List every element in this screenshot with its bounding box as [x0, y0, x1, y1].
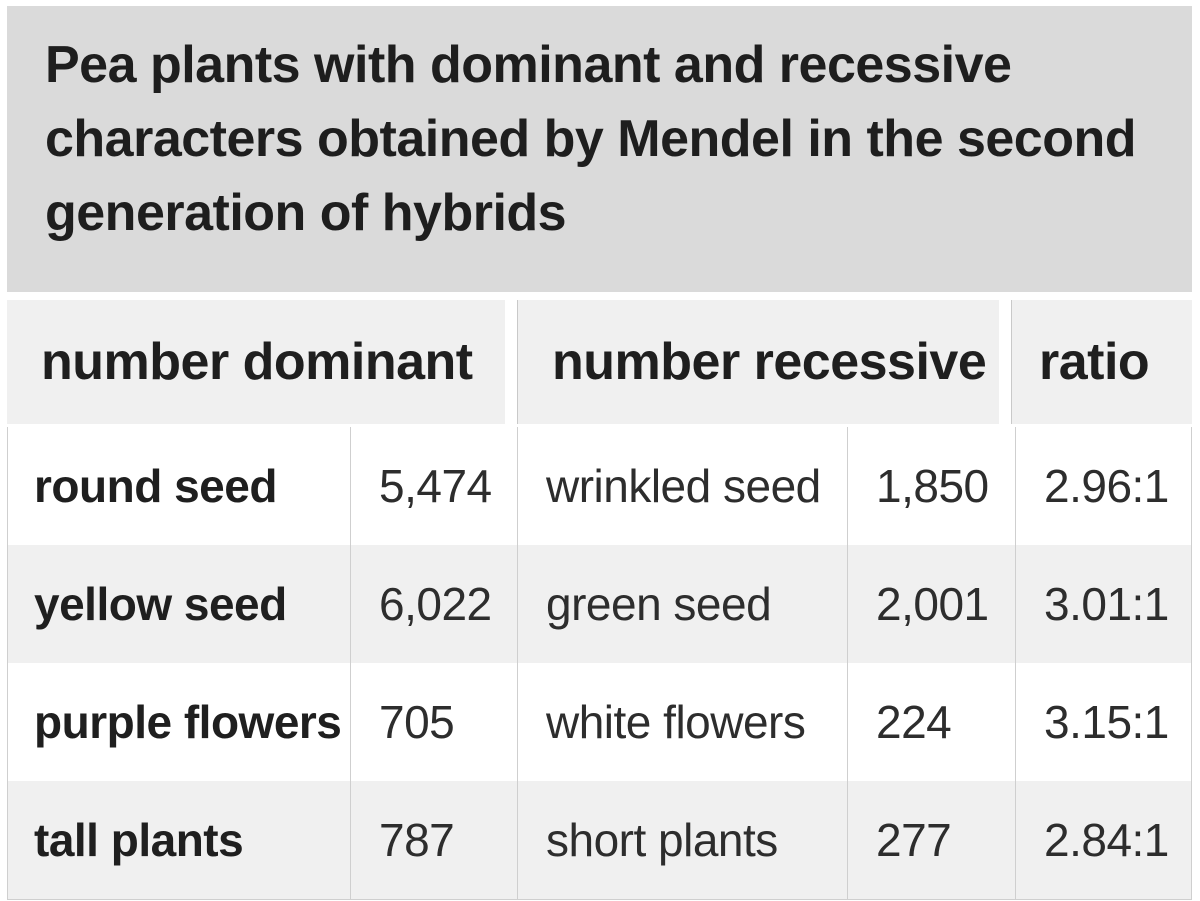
table-title-panel: Pea plants with dominant and recessive c…: [7, 6, 1192, 292]
cell-dominant-trait: purple flowers: [34, 696, 342, 748]
cell-recessive-trait: short plants: [517, 781, 847, 899]
header-number-dominant: number dominant: [7, 300, 505, 424]
table-header-row: number dominant number recessive ratio: [7, 300, 1192, 424]
table-row: tall plants 787 short plants 277 2.84:1: [8, 781, 1191, 899]
cell-dominant-count: 6,022: [350, 545, 517, 663]
cell-dominant-count: 5,474: [350, 427, 517, 545]
table-row: purple flowers 705 white flowers 224 3.1…: [8, 663, 1191, 781]
cell-ratio: 2.84:1: [1015, 781, 1191, 899]
header-number-recessive: number recessive: [517, 300, 999, 424]
cell-dominant-trait: round seed: [34, 460, 277, 512]
table-row: round seed 5,474 wrinkled seed 1,850 2.9…: [8, 427, 1191, 545]
cell-dominant-trait: tall plants: [34, 814, 244, 866]
cell-dominant-trait: yellow seed: [34, 578, 287, 630]
header-ratio: ratio: [1011, 300, 1192, 424]
table-title: Pea plants with dominant and recessive c…: [45, 36, 1137, 242]
cell-recessive-trait: white flowers: [517, 663, 847, 781]
cell-ratio: 3.01:1: [1015, 545, 1191, 663]
cell-recessive-count: 1,850: [847, 427, 1015, 545]
cell-dominant-count: 705: [350, 663, 517, 781]
table-row: yellow seed 6,022 green seed 2,001 3.01:…: [8, 545, 1191, 663]
table-body: round seed 5,474 wrinkled seed 1,850 2.9…: [7, 427, 1192, 900]
cell-ratio: 2.96:1: [1015, 427, 1191, 545]
cell-dominant-count: 787: [350, 781, 517, 899]
cell-recessive-trait: green seed: [517, 545, 847, 663]
cell-recessive-count: 224: [847, 663, 1015, 781]
cell-recessive-trait: wrinkled seed: [517, 427, 847, 545]
cell-recessive-count: 277: [847, 781, 1015, 899]
cell-ratio: 3.15:1: [1015, 663, 1191, 781]
cell-recessive-count: 2,001: [847, 545, 1015, 663]
